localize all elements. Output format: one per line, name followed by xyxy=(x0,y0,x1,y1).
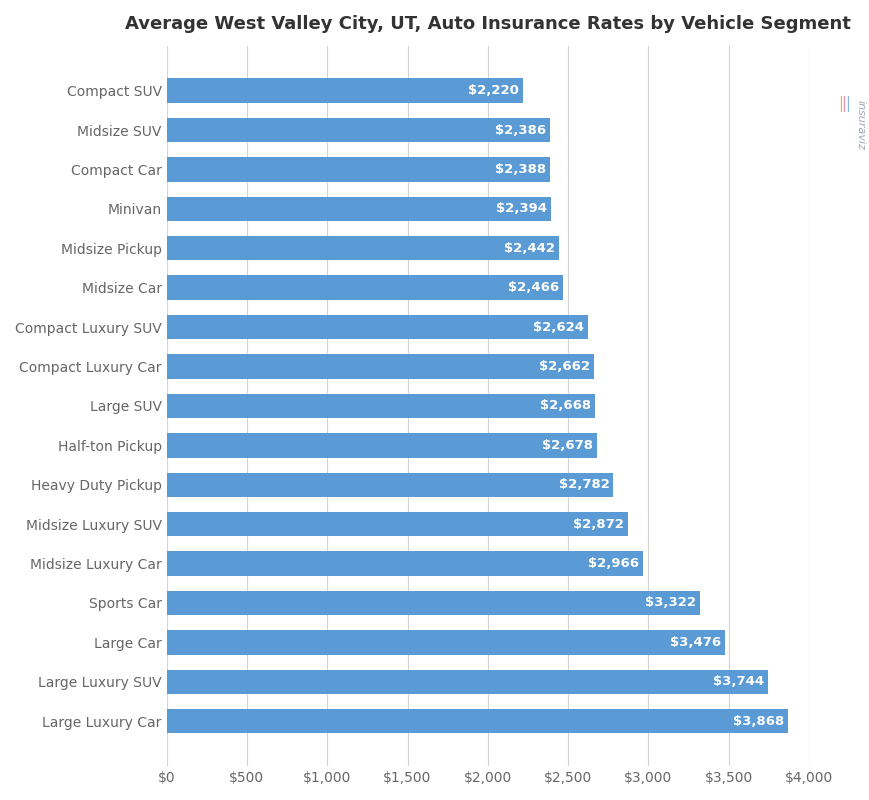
Text: $2,388: $2,388 xyxy=(494,163,546,176)
Text: |: | xyxy=(837,96,842,112)
Bar xyxy=(167,394,594,418)
Text: $2,466: $2,466 xyxy=(507,281,558,294)
Text: $2,394: $2,394 xyxy=(495,202,547,215)
Bar xyxy=(167,158,549,182)
Bar xyxy=(167,275,562,300)
Bar xyxy=(167,354,594,378)
Text: $2,668: $2,668 xyxy=(540,399,590,413)
Bar xyxy=(167,670,767,694)
Bar xyxy=(167,709,787,734)
Text: $2,220: $2,220 xyxy=(468,84,519,97)
Text: $2,442: $2,442 xyxy=(503,242,554,254)
Text: $2,624: $2,624 xyxy=(533,321,583,334)
Bar xyxy=(167,236,558,261)
Text: |: | xyxy=(844,96,849,112)
Text: insuraviz: insuraviz xyxy=(855,100,865,150)
Text: |: | xyxy=(840,96,846,112)
Text: $2,386: $2,386 xyxy=(494,123,545,137)
Bar xyxy=(167,630,724,654)
Title: Average West Valley City, UT, Auto Insurance Rates by Vehicle Segment: Average West Valley City, UT, Auto Insur… xyxy=(125,15,850,33)
Bar xyxy=(167,118,549,142)
Text: $3,322: $3,322 xyxy=(645,597,695,610)
Text: $3,744: $3,744 xyxy=(712,675,763,688)
Text: $2,966: $2,966 xyxy=(587,557,639,570)
Bar xyxy=(167,78,522,103)
Bar xyxy=(167,433,596,458)
Text: $3,476: $3,476 xyxy=(669,636,720,649)
Bar xyxy=(167,197,551,221)
Bar xyxy=(167,473,613,497)
Bar xyxy=(167,551,642,576)
Bar xyxy=(167,590,700,615)
Text: $3,868: $3,868 xyxy=(732,714,783,728)
Text: $2,678: $2,678 xyxy=(541,439,592,452)
Bar xyxy=(167,512,627,536)
Text: $2,872: $2,872 xyxy=(573,518,623,530)
Bar xyxy=(167,315,587,339)
Text: $2,662: $2,662 xyxy=(539,360,589,373)
Text: $2,782: $2,782 xyxy=(558,478,609,491)
